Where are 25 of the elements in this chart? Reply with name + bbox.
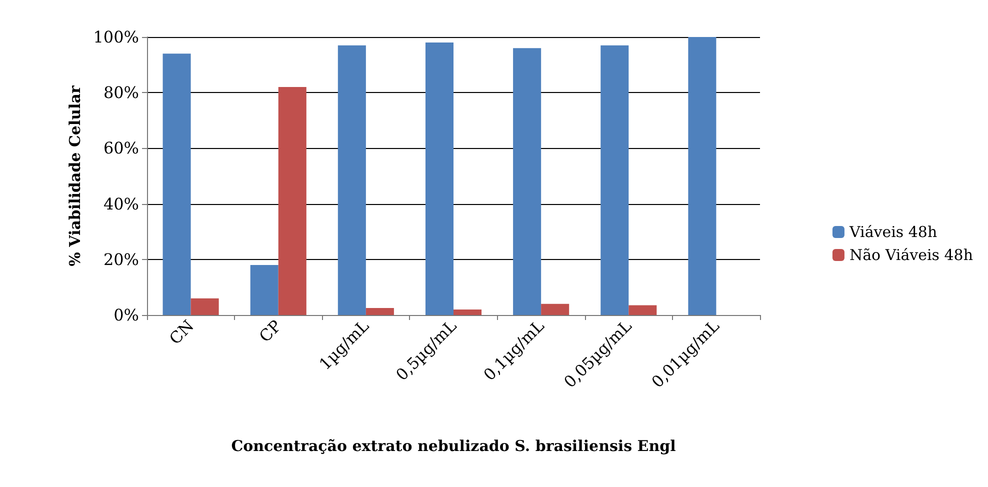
y-tick-label: 60%	[103, 138, 139, 158]
bar	[366, 308, 394, 315]
bar	[628, 305, 657, 315]
bar	[600, 45, 629, 315]
bar	[513, 48, 542, 315]
y-tick-label: 0%	[114, 306, 139, 324]
y-tick-label: 80%	[103, 83, 139, 102]
bar	[162, 54, 191, 315]
bar	[688, 37, 716, 315]
bar	[250, 264, 278, 315]
bar	[541, 304, 570, 315]
x-tick-label: CP	[255, 316, 286, 346]
y-axis-title: % Viabilidade Celular	[66, 84, 84, 266]
y-tick-label: 100%	[93, 28, 139, 46]
x-tick-label: CN	[166, 316, 198, 348]
bar	[190, 298, 219, 315]
legend-label: Não Viáveis 48h	[849, 246, 974, 264]
bar	[278, 87, 306, 315]
x-axis-title: Concentração extrato nebulizado S. brasiliensis Engl	[231, 437, 676, 455]
legend-label: Viáveis 48h	[848, 223, 938, 241]
bar	[338, 45, 366, 315]
bar	[454, 309, 482, 315]
y-tick-label: 40%	[103, 194, 139, 214]
bar	[425, 42, 454, 315]
y-tick-label: 20%	[103, 250, 139, 269]
